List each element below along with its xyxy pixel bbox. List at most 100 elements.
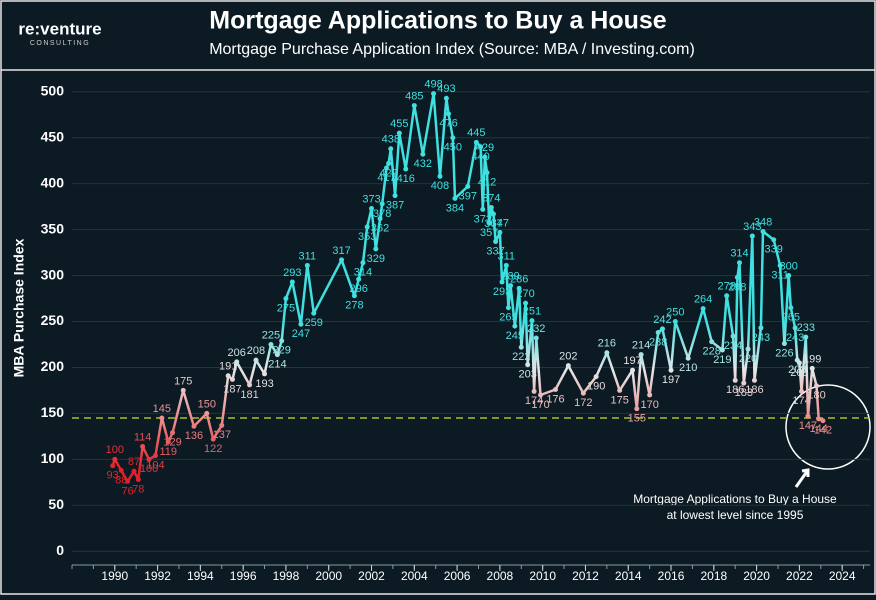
data-point [803,334,809,340]
data-label: 193 [255,378,273,390]
data-point [146,456,152,462]
data-label: 220 [739,353,757,365]
data-line [111,92,824,483]
data-label: 362 [371,222,389,234]
data-label: 197 [662,374,680,386]
data-label: 150 [198,398,216,410]
x-tick-label: 2018 [700,569,727,583]
data-point [298,321,304,327]
data-point [749,233,755,239]
data-label: 300 [780,260,798,272]
data-point [283,296,289,302]
data-point [204,410,210,416]
data-point [659,326,665,332]
data-label: 498 [424,79,442,91]
data-label: 357 [480,227,498,239]
data-label: 100 [106,444,124,456]
data-label: 229 [272,345,290,357]
y-tick-label: 400 [41,174,65,190]
y-tick-label: 450 [41,128,65,144]
data-label: 445 [467,127,485,139]
data-point [437,173,443,179]
data-point [745,346,751,352]
data-label: 205 [790,367,808,379]
data-point [247,382,253,388]
data-point [604,350,610,356]
data-point [503,262,509,268]
x-tick-label: 2012 [572,569,599,583]
data-label: 170 [531,399,549,411]
data-label: 233 [797,322,815,334]
annotation: at lowest level since 1995 [667,508,804,522]
data-point [480,206,486,212]
x-tick-label: 2008 [487,569,514,583]
data-point [484,170,490,176]
data-point [668,367,674,373]
data-label: 119 [160,446,178,458]
data-point [279,338,285,344]
data-point [473,139,479,145]
highlight-circle [785,384,871,470]
data-label: 175 [611,394,629,406]
data-label: 251 [523,305,541,317]
y-tick-label: 100 [41,450,65,466]
y-tick-label: 150 [41,404,65,420]
data-point [497,229,503,235]
data-point [796,360,802,366]
data-label: 226 [775,347,793,359]
data-point [170,430,176,436]
data-point [523,300,529,306]
data-label: 384 [446,202,464,214]
data-point [488,205,494,211]
data-point [118,467,124,473]
data-label: 88 [115,474,127,486]
data-point [786,273,792,279]
data-point [311,310,317,316]
data-label: 278 [345,300,363,312]
data-label: 87 [128,456,140,468]
data-label: 180 [807,390,825,402]
data-label: 440 [471,151,489,163]
data-point [799,388,805,394]
data-point [110,463,116,469]
data-point [443,95,449,101]
data-point [529,318,535,324]
x-tick-label: 1994 [187,569,214,583]
data-point [486,220,492,226]
data-label: 408 [431,180,449,192]
data-label: 367 [484,218,502,230]
data-label: 122 [204,443,222,455]
data-point [499,279,505,285]
x-tick-label: 2014 [615,569,642,583]
data-point [533,335,539,341]
data-label: 225 [262,329,280,341]
data-point [219,422,225,428]
data-label: 270 [516,288,534,300]
y-tick-label: 350 [41,220,65,236]
data-point [805,413,811,419]
data-label: 438 [382,134,400,146]
data-label: 264 [694,294,712,306]
x-tick-label: 2024 [829,569,856,583]
data-label: 170 [640,399,658,411]
data-point [356,276,362,282]
data-label: 144 [809,423,827,435]
data-point [420,151,426,157]
data-label: 378 [373,208,391,220]
data-label: 343 [743,221,761,233]
data-label: 186 [726,384,744,396]
data-point [593,374,599,380]
data-point [760,228,766,234]
annotation-arrow [794,468,810,488]
data-point [617,387,623,393]
data-point [373,246,379,252]
data-point [724,293,730,299]
data-label: 422 [379,167,397,179]
data-label: 214 [632,339,650,351]
x-tick-label: 1990 [101,569,128,583]
data-label: 275 [277,302,295,314]
data-point [360,260,366,266]
data-label: 286 [510,273,528,285]
